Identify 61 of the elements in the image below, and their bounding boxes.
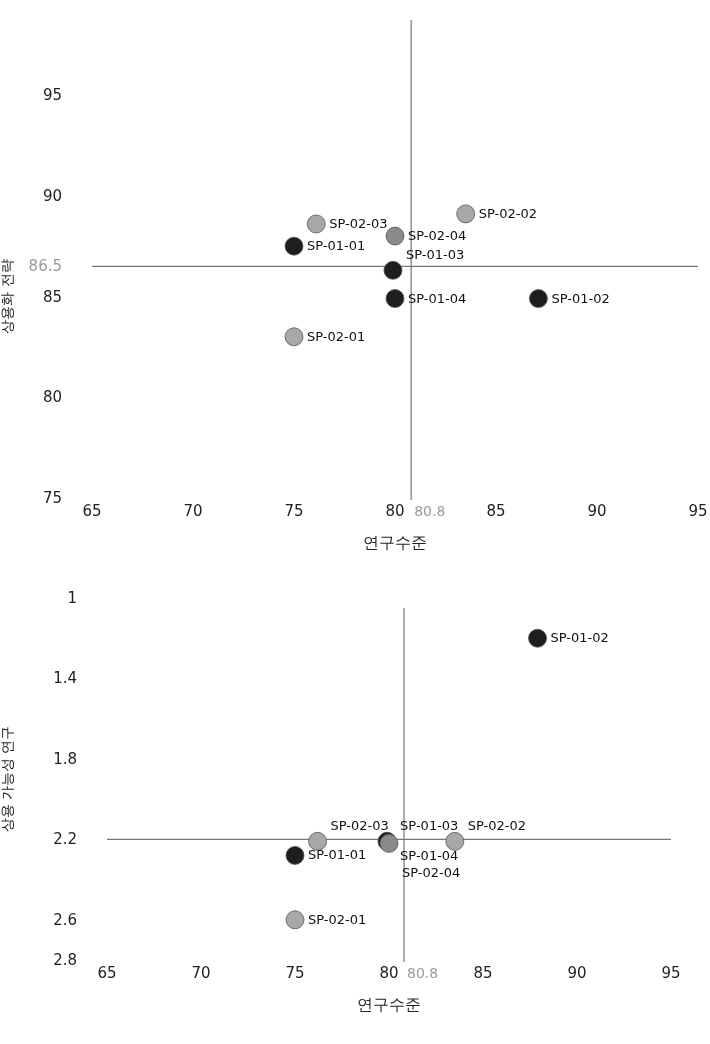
y-tick-label: 1.8 xyxy=(53,749,77,768)
point xyxy=(529,289,548,308)
point xyxy=(385,226,405,246)
x-tick-label: 70 xyxy=(183,502,203,520)
y-tick-label: 2.8 xyxy=(53,951,77,969)
y-tick-label: 95 xyxy=(42,86,62,104)
annotation: SP-02-01 xyxy=(307,328,366,344)
y-tick-label: 90 xyxy=(42,186,62,205)
annotation: SP-01-02 xyxy=(550,630,609,646)
annotation: SP-01-01 xyxy=(307,238,366,254)
point xyxy=(383,260,403,280)
annotation: SP-01-03 xyxy=(405,247,465,263)
y-tick-label: 75 xyxy=(42,489,62,507)
annotation: SP-02-04 xyxy=(402,865,461,881)
ref-line-label: 80.8 xyxy=(414,503,446,519)
point xyxy=(528,628,547,648)
point xyxy=(284,327,304,347)
point xyxy=(285,910,305,930)
annotation: SP-02-03 xyxy=(329,215,388,231)
annotation: SP-02-02 xyxy=(467,818,527,834)
y-axis-title: 상용 가능성 연구 xyxy=(0,725,15,833)
x-axis-title: 연구수준 xyxy=(357,995,421,1014)
x-tick-label: 65 xyxy=(82,502,102,520)
annotation: SP-01-04 xyxy=(400,848,459,864)
y-tick-label: 1 xyxy=(67,589,77,607)
x-tick-label: 95 xyxy=(661,964,681,982)
annotation: SP-01-04 xyxy=(408,290,467,306)
point xyxy=(445,831,465,851)
y-tick-label: 80 xyxy=(42,388,62,407)
x-tick-label: 80 xyxy=(385,502,405,520)
point xyxy=(306,214,326,234)
x-tick-label: 95 xyxy=(688,502,708,520)
x-tick-label: 65 xyxy=(97,964,117,982)
point xyxy=(285,846,305,865)
x-tick-label: 80 xyxy=(379,964,399,982)
y-tick-label: 1.4 xyxy=(53,669,77,688)
annotation: SP-02-03 xyxy=(330,818,389,834)
annotation: SP-01-01 xyxy=(308,847,367,863)
y-tick-label: 2.6 xyxy=(53,910,77,929)
ref-line-label: 86.5 xyxy=(28,257,62,276)
x-tick-label: 85 xyxy=(486,502,506,520)
annotation: SP-02-01 xyxy=(308,911,367,927)
y-axis-title: 상용화 전략 xyxy=(0,259,15,334)
annotation: SP-02-04 xyxy=(408,228,467,244)
y-tick-label: 2.2 xyxy=(53,830,77,849)
x-tick-label: 90 xyxy=(587,502,607,520)
annotation: SP-02-02 xyxy=(478,205,537,221)
point xyxy=(456,204,476,224)
x-tick-label: 70 xyxy=(191,964,211,982)
annotation: SP-01-02 xyxy=(551,290,610,306)
annotation: SP-01-03 xyxy=(400,818,459,834)
y-tick-label: 85 xyxy=(42,287,62,306)
x-tick-label: 90 xyxy=(567,964,587,982)
point xyxy=(284,236,304,256)
x-tick-label: 75 xyxy=(285,964,305,982)
x-tick-label: 85 xyxy=(473,964,493,982)
point xyxy=(308,831,327,851)
x-axis-title: 연구수준 xyxy=(363,533,427,552)
point xyxy=(385,289,405,308)
ref-line-label: 80.8 xyxy=(407,965,439,981)
x-tick-label: 75 xyxy=(284,502,304,520)
